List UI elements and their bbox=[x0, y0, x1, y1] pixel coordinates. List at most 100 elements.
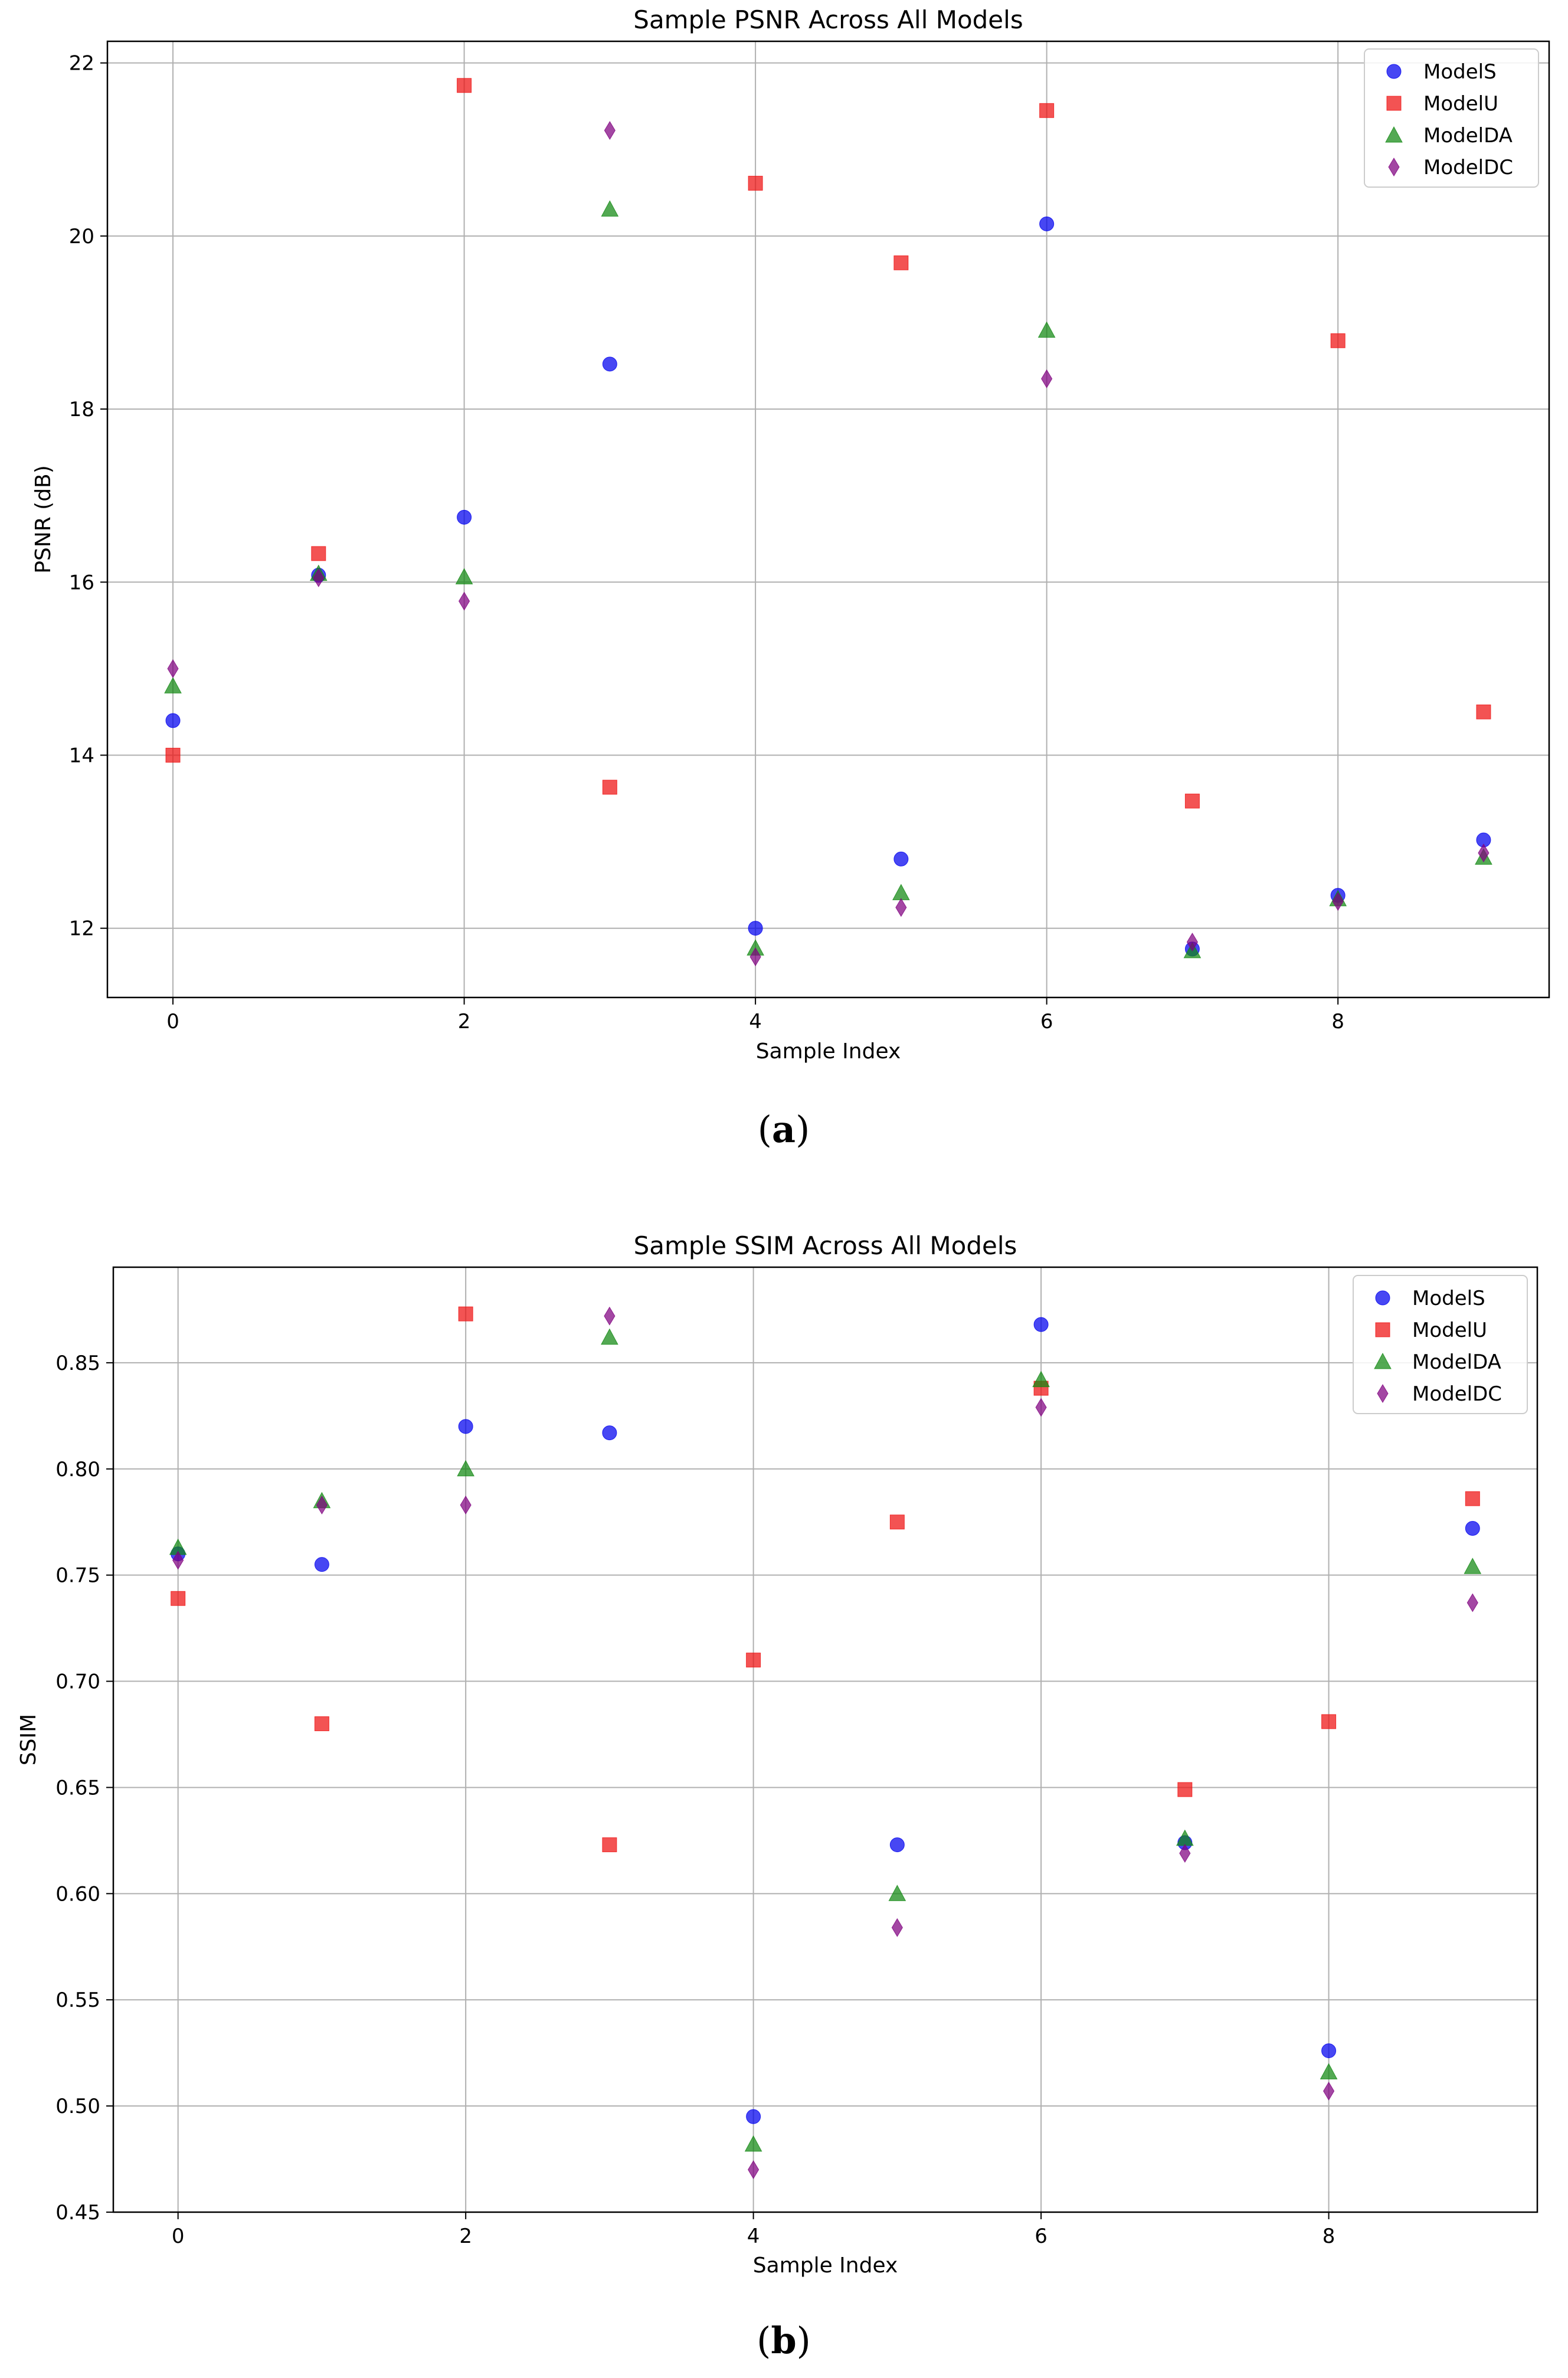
ssim-ytick-label: 0.55 bbox=[55, 1988, 100, 2012]
psnr-point-modeldc bbox=[604, 121, 616, 140]
ssim-legend-label-modeldc: ModelDC bbox=[1412, 1382, 1502, 1406]
psnr-legend-label-modeldc: ModelDC bbox=[1423, 156, 1513, 179]
ssim-point-modelda bbox=[1176, 1829, 1194, 1846]
psnr-title: Sample PSNR Across All Models bbox=[633, 5, 1023, 34]
ssim-point-modeldc bbox=[1323, 2081, 1335, 2101]
ssim-ylabel: SSIM bbox=[17, 1714, 41, 1765]
ssim-point-modelu bbox=[314, 1716, 329, 1732]
ssim-plot-frame bbox=[112, 1266, 1538, 2213]
ssim-point-models bbox=[889, 1837, 905, 1853]
psnr-point-modelda bbox=[892, 884, 910, 901]
psnr-point-modelu bbox=[311, 546, 326, 561]
ssim-legend-marker-modelu bbox=[1375, 1322, 1390, 1337]
ssim-point-models bbox=[1033, 1317, 1049, 1332]
psnr-point-modelu bbox=[1330, 333, 1346, 348]
ssim-point-modeldc bbox=[1179, 1844, 1191, 1863]
psnr-legend-box bbox=[1364, 48, 1539, 188]
ssim-point-modeldc bbox=[316, 1495, 328, 1515]
ssim-point-modelu bbox=[1321, 1714, 1337, 1729]
ssim-legend-label-modelu: ModelU bbox=[1412, 1319, 1487, 1342]
ssim-point-modeldc bbox=[891, 1918, 903, 1937]
psnr-ytick-label: 16 bbox=[69, 571, 94, 594]
psnr-point-modelu bbox=[457, 78, 472, 93]
psnr-legend-marker-modelda bbox=[1385, 126, 1403, 143]
ssim-point-modelu bbox=[458, 1306, 473, 1322]
ssim-legend-label-models: ModelS bbox=[1412, 1287, 1485, 1310]
psnr-legend-label-modelda: ModelDA bbox=[1423, 124, 1513, 148]
ssim-caption: (b) bbox=[757, 2319, 811, 2362]
psnr-ytick-label: 22 bbox=[69, 52, 94, 76]
ssim-chart: 0 2 4 6 8 0.45 0.50 0.55 0.60 0.65 0.70 0.75 0.80 0.8… bbox=[17, 1231, 1538, 2362]
ssim-legend-marker-models bbox=[1375, 1290, 1390, 1306]
psnr-point-modeldc bbox=[1186, 933, 1199, 952]
ssim-point-modelu bbox=[602, 1837, 617, 1853]
psnr-point-modeldc bbox=[1332, 892, 1344, 911]
psnr-grid bbox=[107, 41, 1549, 997]
ssim-ytick-label: 0.50 bbox=[55, 2095, 100, 2118]
psnr-xtick-label: 6 bbox=[1040, 1010, 1053, 1033]
ssim-xlabel: Sample Index bbox=[753, 2253, 898, 2278]
ssim-point-modelu bbox=[1465, 1491, 1480, 1506]
ssim-title: Sample SSIM Across All Models bbox=[634, 1231, 1017, 1260]
ssim-point-modelda bbox=[601, 1328, 618, 1345]
ssim-ytick-label: 0.45 bbox=[55, 2201, 100, 2225]
ssim-point-modeldc bbox=[1035, 1398, 1047, 1417]
psnr-point-modelda bbox=[164, 677, 182, 694]
ssim-xtick-label: 0 bbox=[172, 2225, 185, 2248]
ssim-point-modelda bbox=[1032, 1370, 1050, 1388]
psnr-point-models bbox=[1039, 216, 1055, 231]
psnr-point-modeldc bbox=[458, 591, 470, 611]
ssim-point-modelda bbox=[744, 2135, 762, 2152]
psnr-xtick-label: 4 bbox=[749, 1010, 762, 1033]
psnr-points bbox=[164, 78, 1492, 967]
psnr-point-modeldc bbox=[895, 898, 907, 917]
ssim-point-modelda bbox=[1320, 2063, 1338, 2080]
ssim-point-models bbox=[602, 1425, 617, 1441]
psnr-ytick-label: 12 bbox=[69, 917, 94, 941]
ssim-point-models bbox=[746, 2109, 761, 2124]
ssim-point-modeldc bbox=[172, 1551, 184, 1570]
ssim-legend-box bbox=[1353, 1275, 1528, 1414]
psnr-chart: 0 2 4 6 8 12 14 16 18 20 22 Sample PSNR Across All … bbox=[31, 5, 1550, 1151]
psnr-point-modeldc bbox=[1041, 369, 1053, 388]
psnr-point-models bbox=[457, 509, 472, 525]
ssim-ytick-label: 0.60 bbox=[55, 1882, 100, 1906]
ssim-legend-marker-modeldc bbox=[1377, 1384, 1389, 1403]
psnr-point-modeldc bbox=[749, 947, 761, 967]
psnr-ytick-label: 14 bbox=[69, 744, 94, 768]
psnr-xtick-label: 0 bbox=[166, 1010, 179, 1033]
psnr-legend-marker-modelu bbox=[1386, 96, 1402, 111]
ssim-xtick-label: 2 bbox=[459, 2225, 472, 2248]
ssim-points bbox=[169, 1306, 1482, 2180]
ssim-point-models bbox=[1465, 1521, 1480, 1536]
ssim-xtick-label: 8 bbox=[1323, 2225, 1335, 2248]
ssim-point-modelda bbox=[457, 1460, 474, 1477]
psnr-point-modelu bbox=[602, 780, 617, 795]
psnr-legend: ModelS ModelU ModelDA ModelDC bbox=[1364, 48, 1539, 188]
ssim-xtick-label: 6 bbox=[1035, 2225, 1047, 2248]
ssim-point-modeldc bbox=[748, 2160, 760, 2180]
ssim-point-modelda bbox=[888, 1885, 906, 1901]
ssim-point-models bbox=[1321, 2043, 1337, 2059]
psnr-point-modelu bbox=[1476, 704, 1491, 719]
psnr-point-modeldc bbox=[313, 568, 325, 587]
psnr-point-modelu bbox=[1184, 793, 1200, 809]
ssim-point-modeldc bbox=[604, 1306, 616, 1326]
ssim-grid bbox=[113, 1267, 1537, 2213]
ssim-point-modelu bbox=[746, 1653, 761, 1668]
ssim-ytick-label: 0.70 bbox=[55, 1670, 100, 1694]
psnr-point-modeldc bbox=[1478, 843, 1490, 863]
psnr-point-modeldc bbox=[167, 659, 179, 678]
psnr-legend-label-models: ModelS bbox=[1423, 60, 1497, 84]
psnr-point-models bbox=[165, 713, 181, 728]
psnr-ylabel: PSNR (dB) bbox=[31, 465, 55, 574]
ssim-point-modelu bbox=[1177, 1782, 1193, 1797]
psnr-point-modelda bbox=[455, 568, 473, 584]
psnr-xtick-label: 2 bbox=[458, 1010, 471, 1033]
psnr-point-modelu bbox=[893, 255, 909, 270]
ssim-point-models bbox=[458, 1419, 473, 1434]
ssim-legend-label-modelda: ModelDA bbox=[1412, 1350, 1501, 1374]
psnr-point-modelu bbox=[748, 175, 763, 191]
psnr-legend-marker-modeldc bbox=[1388, 158, 1400, 176]
